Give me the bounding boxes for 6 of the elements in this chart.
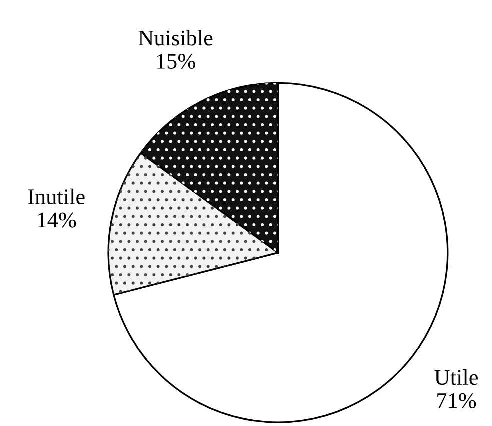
data-label: 14% [38, 212, 76, 228]
slice-label: Nuisible [138, 30, 213, 46]
slice-label: Utile [434, 369, 478, 386]
slice-label: Inutile [28, 188, 85, 205]
data-label: 15% [157, 54, 196, 70]
data-label: 71% [438, 393, 476, 408]
